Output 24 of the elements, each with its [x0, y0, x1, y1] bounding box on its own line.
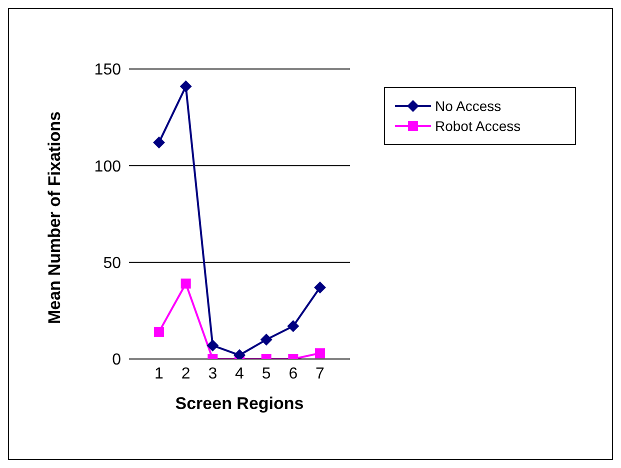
y-tick-label: 0: [112, 352, 122, 369]
point: [314, 281, 326, 294]
point: [315, 348, 325, 358]
x-tick-label: 6: [288, 365, 298, 382]
point: [287, 320, 300, 332]
x-tick-label: 3: [208, 365, 218, 382]
y-tick-label: 50: [103, 255, 122, 272]
x-tick-label: 5: [262, 365, 271, 382]
x-tick-label: 1: [154, 365, 164, 382]
x-tick-label: 4: [235, 365, 244, 382]
point: [206, 339, 219, 352]
point: [260, 334, 272, 346]
x-tick-label: 7: [316, 365, 325, 382]
point: [180, 278, 191, 289]
legend-label: No Access: [435, 98, 502, 114]
y-tick-label: 150: [94, 62, 122, 79]
x-tick-label: 2: [181, 365, 190, 382]
x-axis-title: Screen Regions: [175, 394, 304, 413]
y-tick-label: 100: [94, 158, 122, 176]
point: [154, 326, 164, 337]
legend-label: Robot Access: [435, 118, 521, 134]
y-axis-title: Mean Number of Fixations: [45, 111, 64, 324]
point: [180, 80, 192, 92]
point: [153, 136, 165, 148]
